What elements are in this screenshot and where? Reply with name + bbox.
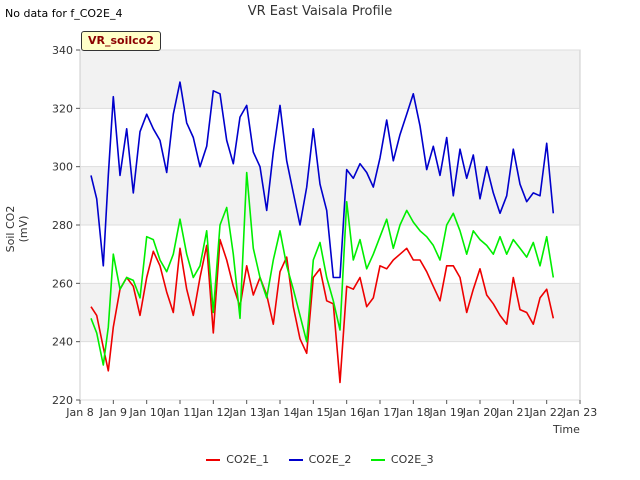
series-line-co2e-1: [90, 238, 555, 384]
y-tick-label: 320: [52, 102, 73, 115]
x-tick-label: Jan 8: [65, 406, 93, 419]
legend-label-co2e-3: CO2E_3: [390, 453, 434, 466]
x-tick-label: Jan 12: [195, 406, 230, 419]
y-tick-label: 300: [52, 161, 73, 174]
legend-label-co2e-1: CO2E_1: [226, 453, 270, 466]
x-axis-label: Time: [553, 423, 580, 436]
x-tick-label: Jan 17: [362, 406, 397, 419]
station-tag: VR_soilco2: [81, 31, 161, 51]
plot-band: [80, 283, 580, 342]
legend: CO2E_1 CO2E_2 CO2E_3: [0, 453, 640, 466]
y-tick-label: 280: [52, 219, 73, 232]
x-tick-label: Jan 23: [562, 406, 597, 419]
series-lines: [90, 81, 555, 384]
legend-item-co2e-2: CO2E_2: [288, 453, 352, 466]
x-tick-label: Jan 20: [462, 406, 497, 419]
y-axis-ticks: 220 240 260 280 300 320 340: [52, 44, 80, 407]
x-tick-label: Jan 11: [162, 406, 197, 419]
series-line-co2e-3: [90, 171, 555, 366]
x-tick-label: Jan 9: [99, 406, 127, 419]
x-tick-label: Jan 13: [228, 406, 263, 419]
x-tick-label: Jan 16: [328, 406, 363, 419]
x-tick-label: Jan 21: [495, 406, 530, 419]
y-tick-label: 240: [52, 336, 73, 349]
y-tick-label: 260: [52, 277, 73, 290]
y-axis-label: Soil CO2 (mV): [4, 205, 30, 253]
legend-swatch-co2e-1: [206, 459, 221, 461]
legend-item-co2e-1: CO2E_1: [206, 453, 269, 466]
y-tick-label: 220: [52, 394, 73, 407]
x-tick-label: Jan 14: [262, 406, 297, 419]
legend-swatch-co2e-2: [288, 459, 303, 461]
x-tick-label: Jan 15: [295, 406, 330, 419]
legend-label-co2e-2: CO2E_2: [308, 453, 352, 466]
x-tick-label: Jan 18: [395, 406, 430, 419]
y-tick-label: 340: [52, 44, 73, 57]
legend-item-co2e-3: CO2E_3: [370, 453, 434, 466]
plot-band: [80, 166, 580, 225]
chart-title: VR East Vaisala Profile: [247, 4, 393, 19]
no-data-note: No data for f_CO2E_4: [5, 7, 123, 20]
legend-swatch-co2e-3: [370, 459, 385, 461]
plot-band: [80, 50, 580, 109]
x-tick-label: Jan 22: [528, 406, 563, 419]
series-line-co2e-2: [90, 81, 555, 279]
x-tick-label: Jan 19: [428, 406, 463, 419]
x-tick-label: Jan 10: [128, 406, 163, 419]
gridlines: [80, 49, 580, 401]
plot-bands: [80, 50, 580, 342]
